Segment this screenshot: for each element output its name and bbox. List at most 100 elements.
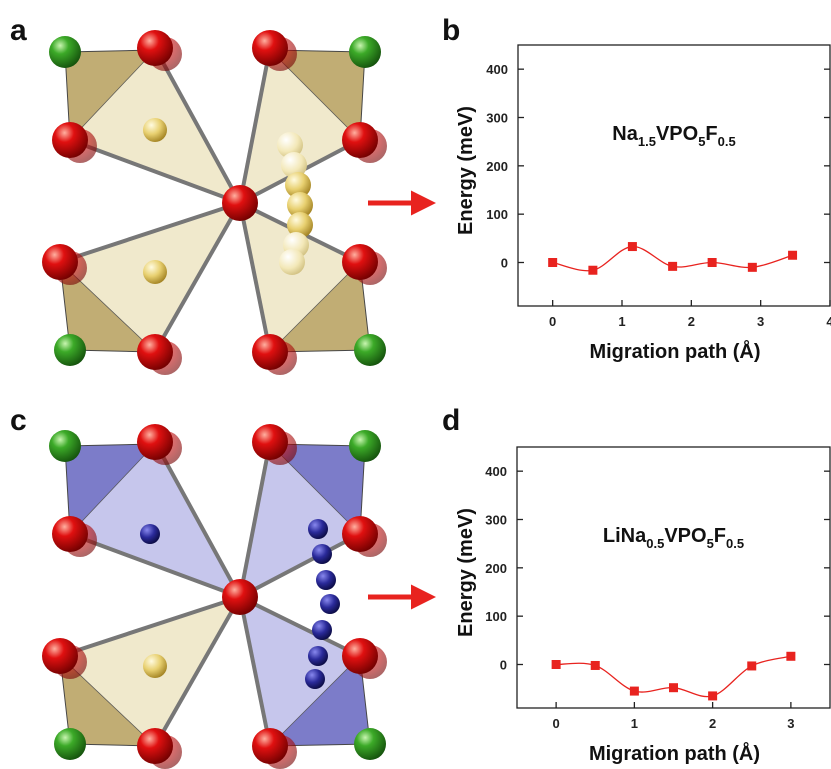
atom — [143, 118, 167, 142]
atom — [143, 654, 167, 678]
y-axis-title: Energy (meV) — [455, 106, 477, 235]
x-tick-label: 4 — [826, 314, 831, 329]
y-tick-label: 300 — [485, 513, 507, 528]
atom — [222, 185, 258, 221]
atom — [54, 334, 86, 366]
marker — [630, 687, 639, 696]
atom — [52, 516, 88, 552]
y-tick-label: 400 — [485, 464, 507, 479]
annotation-part: F — [705, 123, 717, 145]
y-tick-label: 100 — [486, 207, 508, 222]
marker — [669, 683, 678, 692]
atom — [252, 424, 288, 460]
y-tick-label: 0 — [500, 658, 507, 673]
atom — [354, 728, 386, 760]
atom — [354, 334, 386, 366]
annotation-part: 1.5 — [638, 134, 656, 149]
annotation-part: 5 — [698, 134, 705, 149]
marker — [552, 660, 561, 669]
x-axis-title: Migration path (Å) — [589, 339, 760, 363]
chart: 0 100 200 300 400 0 1 2 3 4 Migration path (Å) Ener… — [455, 45, 831, 363]
annotation: LiNa0.5VPO5F0.5 — [603, 525, 744, 551]
figure: a b c d 010020030040001234Migration path… — [0, 0, 831, 769]
y-axis-title: Energy (meV) — [455, 508, 477, 637]
structures — [42, 30, 387, 769]
panel-label: b — [442, 14, 460, 47]
atom — [42, 244, 78, 280]
atom — [316, 570, 336, 590]
atom — [137, 334, 173, 370]
chart: 0 100 200 300 400 0 1 2 3 Migration path (Å) Energ… — [455, 447, 830, 765]
atom — [312, 544, 332, 564]
atom — [349, 36, 381, 68]
atom — [52, 122, 88, 158]
annotation-part: VPO — [664, 525, 706, 547]
atom — [137, 30, 173, 66]
atom — [312, 620, 332, 640]
annotation-part: VPO — [656, 123, 698, 145]
atom — [137, 728, 173, 764]
annotation-part: 0.5 — [646, 536, 664, 551]
atom — [137, 424, 173, 460]
atom — [342, 244, 378, 280]
atom — [252, 728, 288, 764]
marker — [628, 242, 637, 251]
x-tick-label: 1 — [618, 314, 625, 329]
annotation-part: 0.5 — [726, 536, 744, 551]
atom — [320, 594, 340, 614]
panel-label: c — [10, 404, 27, 437]
panel-label: a — [10, 14, 27, 47]
annotation-part: 5 — [707, 536, 714, 551]
atom — [140, 524, 160, 544]
x-tick-label: 0 — [549, 314, 556, 329]
atom — [342, 638, 378, 674]
structure — [42, 424, 387, 769]
x-tick-label: 1 — [631, 716, 638, 731]
atom — [222, 579, 258, 615]
marker — [786, 652, 795, 661]
annotation-part: Na — [612, 123, 638, 145]
marker — [548, 258, 557, 267]
atom — [279, 249, 305, 275]
y-tick-label: 100 — [485, 609, 507, 624]
y-tick-label: 200 — [485, 561, 507, 576]
marker — [748, 263, 757, 272]
y-tick-label: 0 — [501, 256, 508, 271]
atom — [342, 516, 378, 552]
marker — [708, 691, 717, 700]
structure — [42, 30, 387, 375]
annotation-part: LiNa — [603, 525, 647, 547]
marker — [668, 262, 677, 271]
marker — [591, 661, 600, 670]
annotation-part: 0.5 — [718, 134, 736, 149]
x-tick-label: 3 — [757, 314, 764, 329]
x-tick-label: 2 — [688, 314, 695, 329]
marker — [788, 251, 797, 260]
marker — [708, 258, 717, 267]
y-tick-label: 400 — [486, 62, 508, 77]
atom — [349, 430, 381, 462]
atom — [49, 430, 81, 462]
atom — [49, 36, 81, 68]
atom — [252, 334, 288, 370]
atom — [143, 260, 167, 284]
x-axis-title: Migration path (Å) — [589, 741, 760, 765]
x-tick-label: 0 — [553, 716, 560, 731]
marker — [588, 266, 597, 275]
annotation: Na1.5VPO5F0.5 — [612, 123, 735, 149]
panel-label: d — [442, 404, 460, 437]
marker — [747, 661, 756, 670]
x-tick-label: 2 — [709, 716, 716, 731]
atom — [54, 728, 86, 760]
atom — [42, 638, 78, 674]
atom — [308, 519, 328, 539]
atom — [252, 30, 288, 66]
atom — [305, 669, 325, 689]
annotation-part: F — [714, 525, 726, 547]
y-tick-label: 300 — [486, 111, 508, 126]
plot-frame — [517, 447, 830, 708]
atom — [342, 122, 378, 158]
y-tick-label: 200 — [486, 159, 508, 174]
x-tick-label: 3 — [787, 716, 794, 731]
atom — [308, 646, 328, 666]
